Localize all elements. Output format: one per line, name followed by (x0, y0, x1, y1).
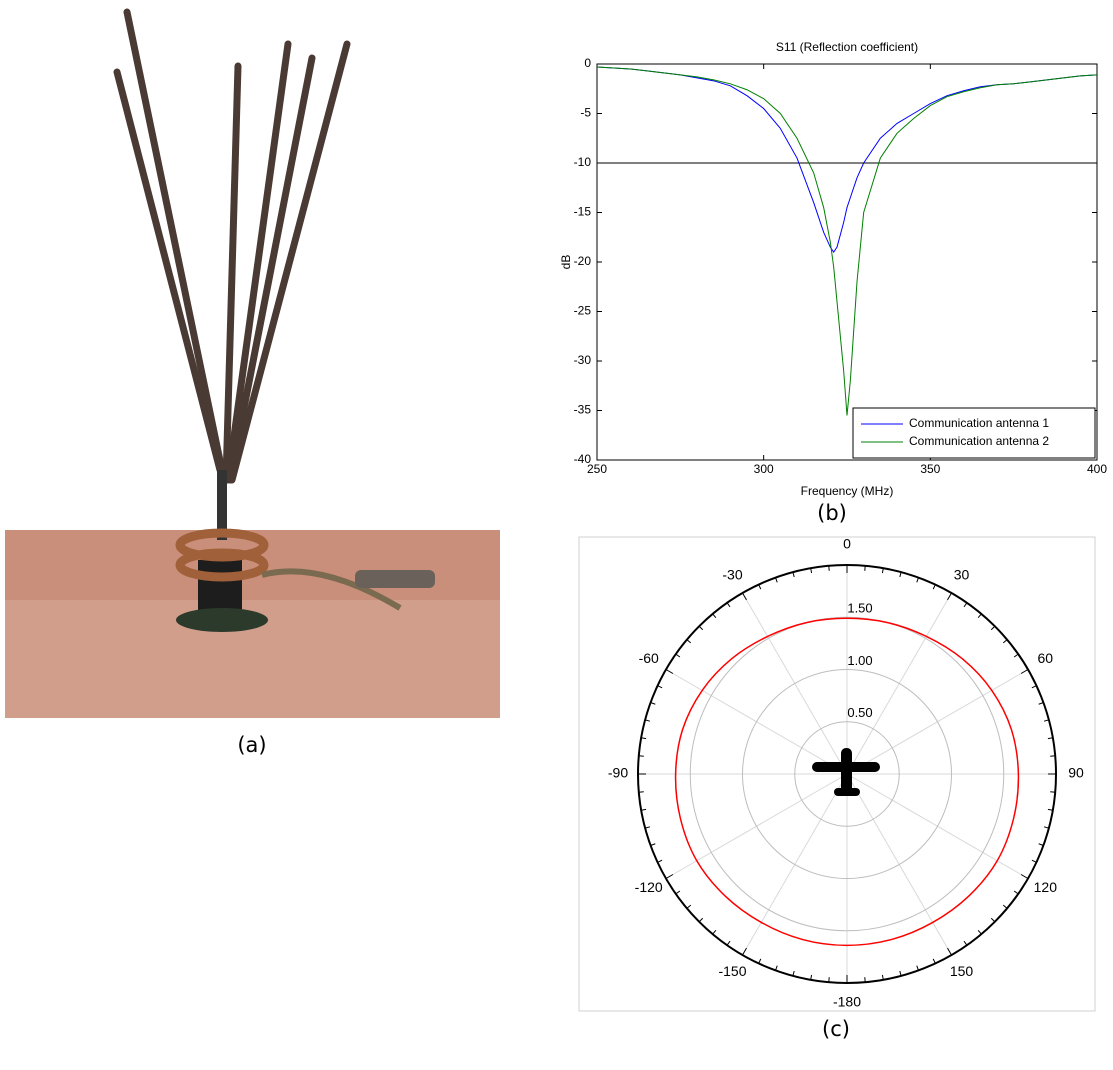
y-tick-label: -20 (574, 254, 592, 268)
x-tick-label: 350 (920, 462, 940, 476)
chart-title: S11 (Reflection coefficient) (776, 40, 918, 54)
y-tick-label: -30 (574, 353, 592, 367)
r-tick-label: 0.50 (847, 705, 872, 720)
caption: (c) (822, 1017, 850, 1041)
angle-label: -180 (833, 994, 861, 1010)
y-tick-label: -10 (574, 155, 592, 169)
angle-label: 90 (1068, 765, 1084, 781)
photo (5, 12, 500, 718)
angle-label: 60 (1038, 650, 1054, 666)
y-tick-label: -25 (574, 304, 592, 318)
angle-label: 30 (954, 566, 970, 582)
y-axis-label: dB (559, 255, 573, 270)
polar-chart: 0 30 60 90 120 150 -180 -150 -120 -90 -60 -30 0.50 1.… (579, 536, 1095, 1011)
legend-label: Communication antenna 1 (909, 416, 1049, 430)
base (176, 608, 268, 632)
r-tick-label: 1.00 (847, 653, 872, 668)
rods (117, 12, 347, 480)
y-tick-label: 0 (584, 56, 591, 70)
y-tick-label: -5 (580, 106, 591, 120)
x-axis-label: Frequency (MHz) (801, 484, 894, 498)
x-tick-label: 300 (754, 462, 774, 476)
nut (355, 570, 435, 588)
caption: (b) (817, 501, 847, 525)
x-tick-label: 400 (1087, 462, 1107, 476)
r-tick-label: 1.50 (847, 601, 872, 616)
angle-label: -30 (722, 566, 742, 582)
angle-label: -120 (635, 879, 663, 895)
angle-label: 150 (950, 963, 974, 979)
y-tick-label: -40 (574, 452, 592, 466)
figure: (a) (b) (c) S11 (Reflection coefficient)… (0, 0, 1113, 1070)
plot-area (597, 64, 1097, 460)
angle-label: 120 (1034, 879, 1058, 895)
y-tick-label: -15 (574, 205, 592, 219)
angle-label: -90 (608, 765, 628, 781)
angle-label: 0 (843, 536, 851, 552)
angle-label: -60 (639, 650, 659, 666)
angle-label: -150 (718, 963, 746, 979)
legend-label: Communication antenna 2 (909, 434, 1049, 448)
caption: (a) (237, 733, 266, 757)
y-tick-label: -35 (574, 403, 592, 417)
